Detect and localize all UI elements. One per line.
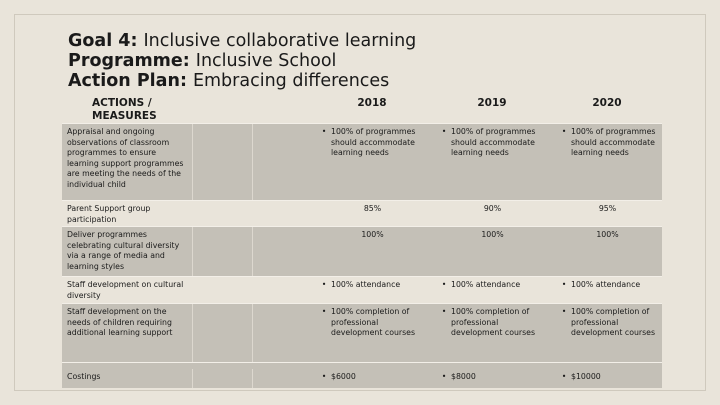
action-cell: Parent Support group participation bbox=[67, 204, 151, 224]
bullet-icon: • bbox=[441, 280, 447, 289]
bullet-icon: • bbox=[441, 372, 447, 381]
blank-cell bbox=[252, 201, 312, 227]
header-2019: 2019 bbox=[477, 97, 507, 109]
cell-2019: • 100% completion of professional develop… bbox=[432, 304, 552, 362]
header-actions-measures: ACTIONS / MEASURES bbox=[92, 97, 157, 122]
blank-cell bbox=[252, 277, 312, 303]
cell-2018: • $6000 bbox=[312, 369, 432, 388]
value-2019: 100% attendance bbox=[451, 280, 521, 289]
value-2020: 100% attendance bbox=[571, 280, 641, 289]
goal-label: Goal 4: bbox=[68, 31, 138, 51]
cell-2020: • 100% completion of professional develop… bbox=[552, 304, 662, 362]
bullet-icon: • bbox=[561, 372, 567, 381]
goal-line: Goal 4: Inclusive collaborative learning bbox=[68, 31, 416, 51]
blank-cell bbox=[192, 304, 252, 362]
value-2020: $10000 bbox=[571, 372, 601, 381]
programme-line: Programme: Inclusive School bbox=[68, 51, 416, 71]
action-cell: Deliver programmes celebrating cultural … bbox=[67, 230, 180, 271]
action-plan-label: Action Plan: bbox=[68, 71, 187, 91]
blank-cell bbox=[252, 369, 312, 388]
programme-value: Inclusive School bbox=[195, 51, 337, 71]
value-2018: 100% of programmes should accommodate le… bbox=[331, 127, 416, 157]
value-2020: 100% bbox=[596, 230, 619, 239]
table-row: Parent Support group participation 85% 9… bbox=[62, 200, 662, 226]
blank-cell bbox=[192, 277, 252, 303]
bullet-icon: • bbox=[561, 127, 567, 136]
action-plan-value: Embracing differences bbox=[192, 71, 390, 91]
table-row: Deliver programmes celebrating cultural … bbox=[62, 226, 662, 276]
cell-2020: • 100% attendance bbox=[552, 277, 662, 303]
value-2018: 100% attendance bbox=[331, 280, 401, 289]
cell-2019: • 100% of programmes should accommodate l… bbox=[432, 124, 552, 200]
value-2018: 100% completion of professional developm… bbox=[331, 307, 416, 337]
table-row: Costings • $6000 • $8000 • $10000 bbox=[62, 362, 662, 388]
slide-titles: Goal 4: Inclusive collaborative learning … bbox=[68, 31, 416, 91]
value-2020: 100% of programmes should accommodate le… bbox=[571, 127, 656, 157]
action-plan-line: Action Plan: Embracing differences bbox=[68, 71, 416, 91]
blank-cell bbox=[192, 124, 252, 200]
bullet-icon: • bbox=[321, 127, 327, 136]
header-2020: 2020 bbox=[592, 97, 622, 109]
blank-cell bbox=[192, 227, 252, 276]
bullet-icon: • bbox=[321, 372, 327, 381]
cell-2019: • 100% attendance bbox=[432, 277, 552, 303]
value-2019: 100% completion of professional developm… bbox=[451, 307, 536, 337]
bullet-icon: • bbox=[441, 307, 447, 316]
bullet-icon: • bbox=[561, 280, 567, 289]
action-cell: Staff development on the needs of childr… bbox=[67, 307, 173, 337]
value-2018: 85% bbox=[363, 204, 382, 213]
value-2020: 95% bbox=[598, 204, 617, 213]
action-cell: Staff development on cultural diversity bbox=[67, 280, 184, 300]
header-spacer bbox=[192, 93, 312, 123]
header-2018: 2018 bbox=[357, 97, 387, 109]
table-header: ACTIONS / MEASURES 2018 2019 2020 bbox=[62, 93, 662, 123]
value-2019: 100% of programmes should accommodate le… bbox=[451, 127, 536, 157]
cell-2020: • 100% of programmes should accommodate l… bbox=[552, 124, 662, 200]
bullet-icon: • bbox=[441, 127, 447, 136]
programme-label: Programme: bbox=[68, 51, 190, 71]
table-row: Staff development on the needs of childr… bbox=[62, 303, 662, 362]
slide-frame bbox=[14, 14, 706, 391]
cell-2018: • 100% attendance bbox=[312, 277, 432, 303]
bullet-icon: • bbox=[561, 307, 567, 316]
cell-2018: • 100% completion of professional develop… bbox=[312, 304, 432, 362]
bullet-icon: • bbox=[321, 307, 327, 316]
value-2019: $8000 bbox=[451, 372, 476, 381]
table-row: Staff development on cultural diversity … bbox=[62, 276, 662, 303]
goal-value: Inclusive collaborative learning bbox=[143, 31, 417, 51]
cell-2020: • $10000 bbox=[552, 369, 662, 388]
action-cell: Appraisal and ongoing observations of cl… bbox=[67, 127, 184, 189]
blank-cell bbox=[252, 124, 312, 200]
bullet-icon: • bbox=[321, 280, 327, 289]
blank-cell bbox=[192, 369, 252, 388]
blank-cell bbox=[192, 201, 252, 227]
value-2018: $6000 bbox=[331, 372, 356, 381]
value-2019: 100% bbox=[481, 230, 504, 239]
action-plan-table: ACTIONS / MEASURES 2018 2019 2020 Apprai… bbox=[62, 93, 662, 388]
value-2018: 100% bbox=[361, 230, 384, 239]
table-row: Appraisal and ongoing observations of cl… bbox=[62, 123, 662, 200]
value-2020: 100% completion of professional developm… bbox=[571, 307, 656, 337]
blank-cell bbox=[252, 227, 312, 276]
blank-cell bbox=[252, 304, 312, 362]
cell-2019: • $8000 bbox=[432, 369, 552, 388]
value-2019: 90% bbox=[483, 204, 502, 213]
cell-2018: • 100% of programmes should accommodate l… bbox=[312, 124, 432, 200]
action-cell: Costings bbox=[67, 372, 101, 381]
